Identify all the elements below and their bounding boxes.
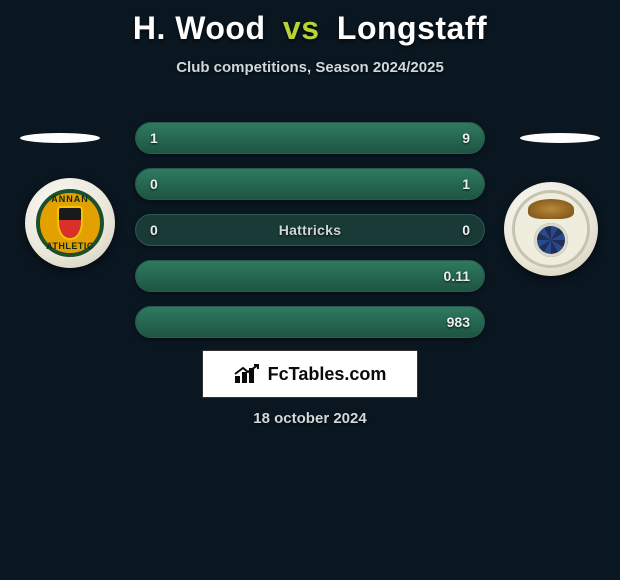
stat-fill-right <box>136 169 484 199</box>
badge-left-top-text: ANNAN <box>40 195 100 205</box>
brand-text: FcTables.com <box>268 364 387 385</box>
team-badge-left: ANNAN ATHLETIC <box>25 178 115 268</box>
brand-chart-icon <box>234 364 262 384</box>
stat-fill-right <box>136 261 484 291</box>
stat-value-right: 9 <box>462 130 470 146</box>
stat-value-left: 0 <box>150 176 158 192</box>
badge-left-inner: ANNAN ATHLETIC <box>36 189 104 257</box>
badge-right-inner <box>512 190 590 268</box>
stat-value-left: 1 <box>150 130 158 146</box>
stat-value-right: 0.11 <box>444 268 470 284</box>
vs-label: vs <box>283 10 320 46</box>
badge-right-thistle-icon <box>534 223 568 257</box>
brand-rest: Tables <box>289 364 345 384</box>
stat-fill-right <box>171 123 484 153</box>
stat-fill-right <box>136 307 484 337</box>
stat-value-right: 0 <box>462 222 470 238</box>
stat-row: 0Hattricks0 <box>135 214 485 246</box>
comparison-title: H. Wood vs Longstaff <box>0 0 620 47</box>
stat-value-left: 0 <box>150 222 158 238</box>
player1-name: H. Wood <box>133 10 266 46</box>
stat-row: Min per goal983 <box>135 306 485 338</box>
badge-left-shield-icon <box>57 206 83 240</box>
team-badge-right <box>504 182 598 276</box>
brand-fc: Fc <box>268 364 289 384</box>
badge-right-eagle-icon <box>528 199 574 219</box>
brand-dotcom: .com <box>344 364 386 384</box>
stat-value-right: 1 <box>462 176 470 192</box>
stats-list: 1Matches90Goals10Hattricks0Goals per mat… <box>135 122 485 338</box>
date-label: 18 october 2024 <box>0 410 620 427</box>
player2-name: Longstaff <box>337 10 487 46</box>
stat-row: Goals per match0.11 <box>135 260 485 292</box>
brand-box: FcTables.com <box>202 350 418 398</box>
stat-label: Hattricks <box>136 222 484 238</box>
right-country-ellipse <box>520 133 600 143</box>
badge-left-bottom-text: ATHLETIC <box>40 242 100 252</box>
left-country-ellipse <box>20 133 100 143</box>
stat-row: 0Goals1 <box>135 168 485 200</box>
stat-row: 1Matches9 <box>135 122 485 154</box>
stat-value-right: 983 <box>447 314 470 330</box>
subtitle: Club competitions, Season 2024/2025 <box>0 59 620 76</box>
